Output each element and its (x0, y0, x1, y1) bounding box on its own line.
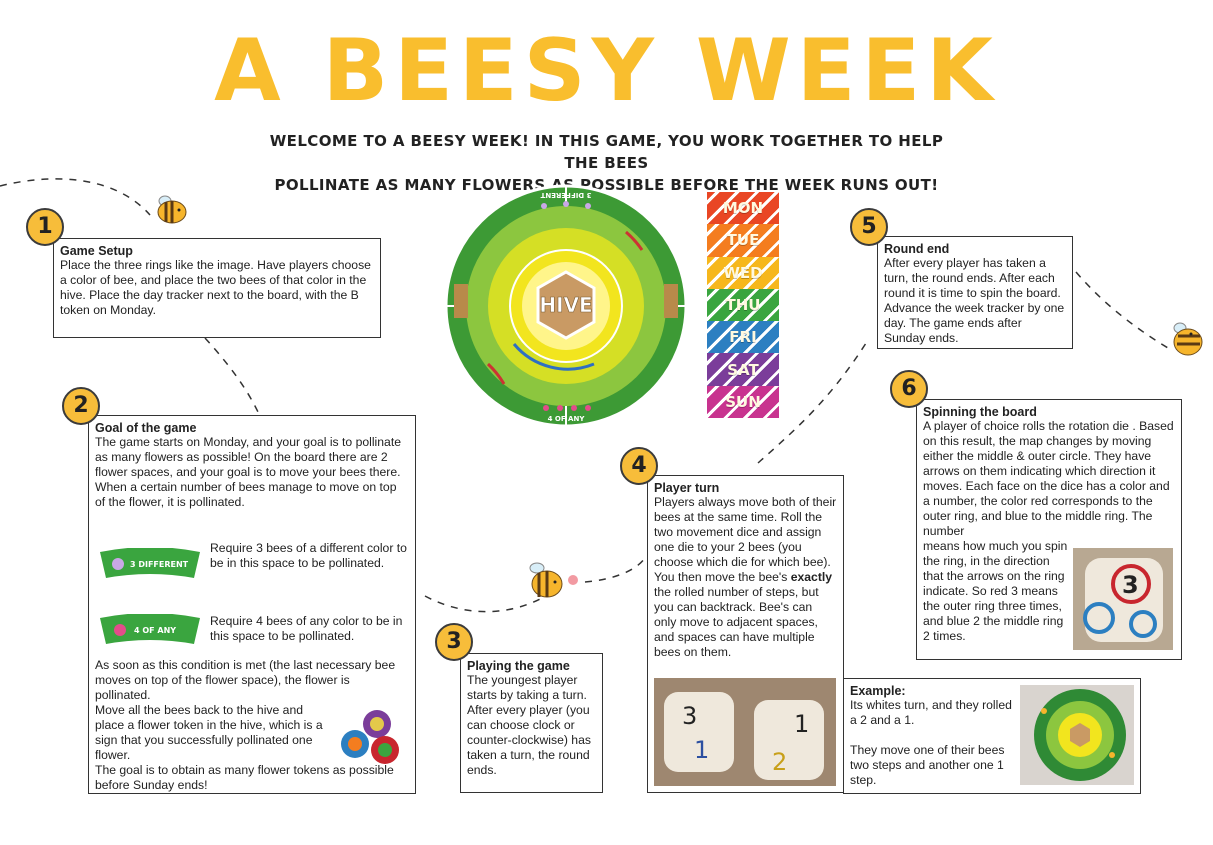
section-goal: Goal of the game The game starts on Mond… (88, 415, 416, 794)
example-board-photo (1020, 685, 1134, 785)
step-number-6: 6 (890, 370, 928, 408)
day-thu: THU (707, 288, 779, 322)
section-text: Place the three rings like the image. Ha… (60, 258, 371, 317)
paragraph: As soon as this condition is met (the la… (95, 658, 396, 702)
bee-icon (529, 562, 578, 598)
paragraph: The goal is to obtain as many flower tok… (95, 763, 394, 792)
step-number-5: 5 (850, 208, 888, 246)
board-bottom-label: 4 OF ANY (548, 415, 586, 423)
step-number-3: 3 (435, 623, 473, 661)
svg-text:3: 3 (682, 702, 697, 730)
svg-text:2: 2 (772, 748, 787, 776)
section-title: Example: (850, 684, 906, 698)
day-tue: TUE (707, 224, 779, 257)
section-text: The youngest player starts by taking a t… (467, 673, 591, 777)
three-different-token: 3 DIFFERENT (100, 548, 200, 578)
day-mon: MON (707, 192, 779, 225)
section-text: A player of choice rolls the rotation di… (923, 419, 1174, 538)
step-number-4: 4 (620, 447, 658, 485)
rotation-die-photo: 3 (1073, 548, 1173, 650)
bee-icon (1173, 322, 1203, 356)
section-text: The game starts on Monday, and your goal… (95, 435, 401, 509)
step-number-2: 2 (62, 387, 100, 425)
section-spinning-the-board: Spinning the board A player of choice ro… (916, 399, 1182, 660)
game-board-image: HIVE 3 DIFFERENT 4 OF ANY (444, 184, 688, 428)
flower-tokens-photo (341, 710, 399, 764)
section-playing-the-game: Playing the game The youngest player sta… (460, 653, 603, 793)
section-title: Spinning the board (923, 405, 1037, 419)
token-label: 4 OF ANY (134, 626, 176, 635)
requirement-text-2: Require 4 bees of any color to be in thi… (210, 614, 403, 643)
svg-text:3: 3 (1122, 571, 1139, 599)
section-example: Example: Its whites turn, and they rolle… (843, 678, 1141, 794)
intro-line-1: WELCOME TO A BEESY WEEK! IN THIS GAME, Y… (269, 132, 944, 172)
section-title: Player turn (654, 481, 720, 495)
intro-line-2: POLLINATE AS MANY FLOWERS AS POSSIBLE BE… (274, 176, 939, 194)
day-sat: SAT (707, 353, 779, 386)
board-top-label: 3 DIFFERENT (540, 191, 591, 199)
section-text: means how much you spin the ring, in the… (923, 539, 1068, 643)
page-title: A BEESY WEEK (214, 21, 999, 121)
token-label: 3 DIFFERENT (130, 560, 189, 569)
goal-details: As soon as this condition is met (the la… (95, 658, 407, 793)
section-title: Playing the game (467, 659, 570, 673)
paragraph: Move all the bees back to the hive and p… (95, 703, 323, 762)
section-text: They move one of their bees two steps an… (850, 743, 1005, 787)
section-text: Players always move both of their bees a… (654, 495, 837, 659)
section-title: Goal of the game (95, 421, 197, 435)
movement-dice-photo: 3 1 1 2 (654, 678, 836, 786)
bee-icon (157, 195, 187, 224)
svg-text:1: 1 (694, 736, 709, 764)
intro-text: WELCOME TO A BEESY WEEK! IN THIS GAME, Y… (250, 130, 963, 196)
section-title: Round end (884, 242, 950, 256)
section-title: Game Setup (60, 244, 133, 258)
section-round-end: Round end After every player has taken a… (877, 236, 1073, 349)
step-number-1: 1 (26, 208, 64, 246)
requirement-text-1: Require 3 bees of a different color to b… (210, 541, 407, 570)
day-fri: FRI (707, 321, 779, 354)
svg-text:1: 1 (794, 710, 809, 738)
day-wed: WED (707, 256, 779, 289)
day-tracker: MON TUE WED THU FRI SAT SUN (707, 192, 779, 418)
hive-label: HIVE (539, 293, 592, 317)
section-game-setup: Game Setup Place the three rings like th… (53, 238, 381, 338)
four-of-any-token: 4 OF ANY (100, 614, 200, 644)
section-player-turn: Player turn Players always move both of … (647, 475, 844, 793)
section-text: Its whites turn, and they rolled a 2 and… (850, 698, 1012, 727)
section-text: After every player has taken a turn, the… (884, 256, 1065, 345)
day-sun: SUN (707, 385, 779, 418)
